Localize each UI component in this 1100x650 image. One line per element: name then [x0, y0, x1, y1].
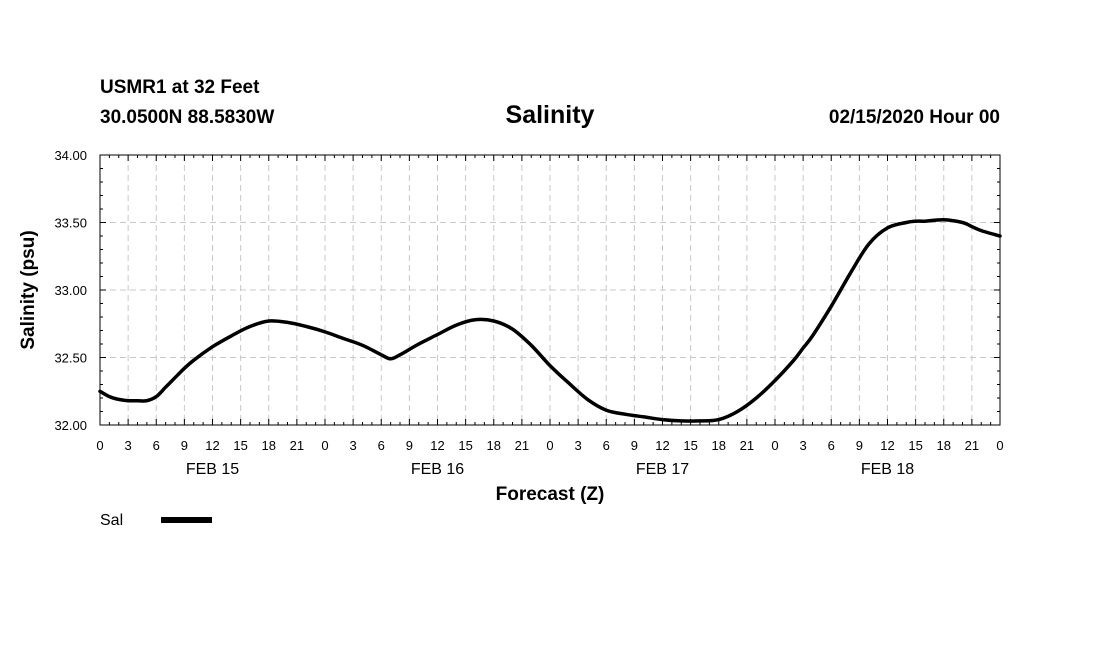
x-tick-label: 12 [655, 438, 669, 453]
legend-swatch-sal [161, 517, 212, 523]
x-tick-label: 18 [487, 438, 501, 453]
x-tick-labels: 0 3 6 9 12 15 18 21 0 3 6 9 12 15 18 21 0 3 6 9 12 15 18 21 0 3 6 9… [96, 438, 1003, 453]
x-tick-label: 0 [771, 438, 778, 453]
x-tick-label: 9 [181, 438, 188, 453]
day-label: FEB 17 [636, 461, 689, 478]
x-tick-label: 6 [828, 438, 835, 453]
x-tick-label: 15 [233, 438, 247, 453]
grid-lines [100, 155, 1000, 425]
legend: Sal [100, 512, 212, 529]
x-tick-label: 6 [603, 438, 610, 453]
forecast-timestamp: 02/15/2020 Hour 00 [828, 107, 1000, 128]
day-labels: FEB 15 FEB 16 FEB 17 FEB 18 [186, 461, 914, 478]
series-line-sal [98, 218, 1002, 423]
x-tick-label: 15 [683, 438, 697, 453]
station-label: USMR1 at 32 Feet [100, 77, 260, 98]
y-tick-labels: 32.00 32.50 33.00 33.50 34.00 [54, 148, 87, 433]
x-tick-label: 6 [378, 438, 385, 453]
coordinates-label: 30.0500N 88.5830W [100, 107, 275, 128]
x-tick-label: 0 [546, 438, 553, 453]
x-tick-label: 12 [205, 438, 219, 453]
x-tick-label: 3 [575, 438, 582, 453]
y-axis-title: Salinity (psu) [18, 230, 39, 349]
x-tick-label: 12 [880, 438, 894, 453]
x-tick-label: 0 [96, 438, 103, 453]
x-tick-label: 9 [406, 438, 413, 453]
y-tick-label: 32.00 [54, 418, 87, 433]
x-tick-label: 9 [631, 438, 638, 453]
x-tick-label: 0 [996, 438, 1003, 453]
legend-label-sal: Sal [100, 512, 123, 529]
x-tick-label: 0 [321, 438, 328, 453]
y-tick-label: 33.50 [54, 216, 87, 231]
x-tick-label: 21 [515, 438, 529, 453]
x-tick-label: 15 [908, 438, 922, 453]
x-tick-label: 21 [965, 438, 979, 453]
day-label: FEB 18 [861, 461, 914, 478]
y-tick-label: 33.00 [54, 283, 87, 298]
x-tick-label: 3 [800, 438, 807, 453]
x-tick-label: 3 [125, 438, 132, 453]
day-label: FEB 16 [411, 461, 464, 478]
x-axis-title: Forecast (Z) [496, 484, 605, 505]
x-tick-label: 9 [856, 438, 863, 453]
x-tick-label: 18 [262, 438, 276, 453]
x-tick-label: 21 [290, 438, 304, 453]
x-tick-label: 21 [740, 438, 754, 453]
day-label: FEB 15 [186, 461, 239, 478]
plot-frame [99, 154, 1001, 426]
x-tick-label: 6 [153, 438, 160, 453]
chart-title: Salinity [505, 101, 595, 129]
x-tick-label: 3 [350, 438, 357, 453]
x-tick-label: 18 [937, 438, 951, 453]
x-tick-label: 15 [458, 438, 472, 453]
y-tick-label: 34.00 [54, 148, 87, 163]
y-tick-label: 32.50 [54, 351, 87, 366]
x-tick-label: 18 [712, 438, 726, 453]
x-tick-label: 12 [430, 438, 444, 453]
